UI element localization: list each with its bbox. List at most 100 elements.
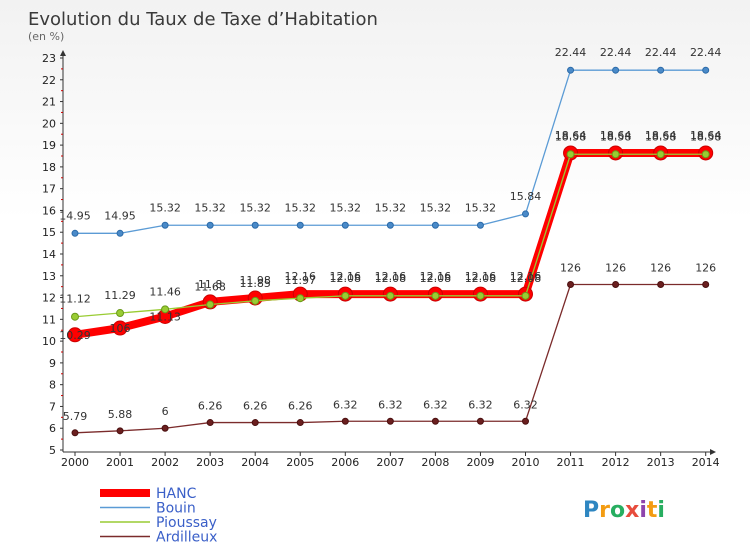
chart-title: Evolution du Taux de Taxe d’Habitation	[28, 9, 378, 30]
y-tick-label: 10	[42, 335, 56, 348]
data-label-ardilleux: 6.32	[513, 398, 538, 411]
y-tick-label: 5	[49, 444, 56, 457]
data-label-bouin: 15.32	[149, 201, 181, 214]
y-tick-label: 12	[42, 292, 56, 305]
logo-letter: i	[639, 498, 647, 523]
data-point-bouin	[116, 229, 124, 237]
data-point-ardilleux	[476, 417, 484, 425]
data-label-bouin: 15.32	[375, 201, 407, 214]
data-label-bouin: 22.44	[555, 46, 587, 59]
data-point-ardilleux	[341, 417, 349, 425]
x-tick-label: 2007	[376, 456, 404, 469]
logo-letter: o	[610, 498, 625, 523]
data-label-pioussay: 11.68	[194, 281, 226, 294]
data-label-ardilleux: 6.26	[288, 400, 313, 413]
series-layer	[67, 66, 714, 437]
data-label-bouin: 15.32	[194, 201, 226, 214]
data-point-ardilleux	[206, 419, 214, 427]
x-tick-label: 2001	[106, 456, 134, 469]
x-tick-label: 2008	[421, 456, 449, 469]
y-tick-label: 15	[42, 226, 56, 239]
data-label-ardilleux: 6.26	[198, 400, 223, 413]
data-point-bouin	[567, 66, 575, 74]
data-label-ardilleux: 126	[560, 261, 581, 274]
data-label-hanc: 12.16	[375, 270, 407, 283]
y-tick-label: 16	[42, 204, 56, 217]
x-tick-label: 2002	[151, 456, 179, 469]
data-label-pioussay: 12.08	[375, 272, 407, 285]
data-label-bouin: 15.84	[510, 190, 542, 203]
data-label-hanc: 11.98	[239, 274, 271, 287]
data-point-hanc	[112, 320, 128, 336]
data-point-hanc	[67, 327, 83, 343]
y-axis-arrow	[60, 50, 66, 56]
data-point-bouin	[251, 221, 259, 229]
data-point-ardilleux	[71, 429, 79, 437]
logo-letter: x	[625, 498, 639, 523]
data-label-bouin: 14.95	[59, 209, 91, 222]
data-label-pioussay: 12.08	[510, 272, 542, 285]
data-label-hanc: 18.64	[690, 129, 722, 142]
axes: 5 6 7 8 9 10 11 12 13 14 15 16 17 18 19 20 21 22 23 2000 200…	[42, 50, 720, 469]
y-tick-label: 19	[42, 139, 56, 152]
data-point-ardilleux	[431, 417, 439, 425]
data-label-pioussay: 18.58	[645, 130, 677, 143]
data-point-pioussay	[116, 309, 125, 318]
data-point-bouin	[161, 221, 169, 229]
data-label-pioussay: 11.97	[285, 274, 317, 287]
x-tick-label: 2009	[466, 456, 494, 469]
logo-text: Proxiti	[583, 498, 665, 523]
data-label-bouin: 15.32	[420, 201, 452, 214]
data-point-pioussay	[476, 291, 485, 300]
data-label-hanc: 18.64	[645, 129, 677, 142]
legend-label-bouin: Bouin	[156, 501, 196, 517]
data-point-ardilleux	[702, 280, 710, 288]
data-point-ardilleux	[386, 417, 394, 425]
data-label-hanc: 11.8	[198, 278, 223, 291]
data-label-hanc: 18.64	[555, 129, 587, 142]
data-label-ardilleux: 126	[605, 261, 626, 274]
data-point-pioussay	[296, 294, 305, 303]
data-label-hanc: 18.64	[600, 129, 632, 142]
data-point-pioussay	[521, 291, 530, 300]
data-label-ardilleux: 6.32	[468, 398, 493, 411]
x-tick-label: 2004	[241, 456, 269, 469]
data-labels: 5.79 5.88 6 6.26 6.26 6.26 6.32 6.32 6.32 6.32 6.3…	[59, 46, 721, 423]
proxiti-logo: Proxiti	[583, 498, 665, 523]
legend-label-ardilleux: Ardilleux	[156, 530, 217, 546]
data-point-bouin	[296, 221, 304, 229]
x-tick-label: 2011	[557, 456, 585, 469]
data-point-ardilleux	[116, 427, 124, 435]
data-label-bouin: 15.32	[239, 201, 271, 214]
data-label-hanc: 10.29	[59, 329, 91, 342]
data-label-bouin: 22.44	[690, 46, 722, 59]
data-label-bouin: 14.95	[104, 209, 136, 222]
data-point-ardilleux	[296, 419, 304, 427]
data-label-pioussay: 12.08	[465, 272, 497, 285]
data-point-pioussay	[206, 300, 215, 309]
data-label-bouin: 15.32	[330, 201, 362, 214]
data-label-hanc: 12.16	[510, 270, 542, 283]
legend-label-pioussay: Pioussay	[156, 515, 217, 531]
y-tick-label: 6	[49, 422, 56, 435]
data-point-bouin	[522, 210, 529, 218]
data-label-pioussay: 11.29	[104, 289, 136, 302]
data-label-bouin: 22.44	[645, 46, 677, 59]
x-axis-arrow	[710, 449, 716, 455]
data-point-pioussay	[431, 291, 440, 300]
logo-letter: r	[599, 498, 610, 523]
y-tick-label: 7	[49, 400, 56, 413]
data-label-pioussay: 18.58	[690, 130, 722, 143]
data-point-ardilleux	[251, 419, 259, 427]
y-tick-label: 23	[42, 52, 56, 65]
y-tick-label: 22	[42, 74, 56, 87]
data-label-ardilleux: 126	[650, 261, 671, 274]
chart-subtitle: (en %)	[28, 30, 64, 43]
y-tick-label: 9	[49, 357, 56, 370]
x-tick-label: 2010	[512, 456, 540, 469]
x-tick-label: 2005	[286, 456, 314, 469]
y-tick-label: 11	[42, 313, 56, 326]
data-label-ardilleux: 6	[162, 405, 169, 418]
